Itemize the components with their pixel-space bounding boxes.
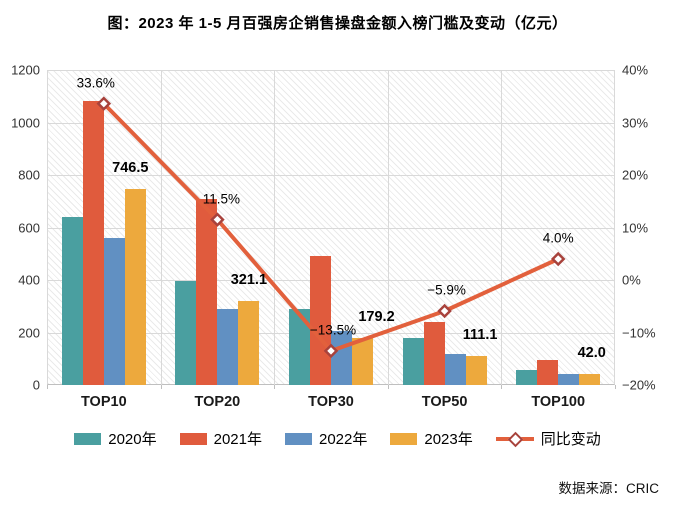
legend-item-同比变动: 同比变动 — [495, 428, 601, 449]
bar-2023年-TOP10 — [124, 189, 146, 385]
y-axis-right-tick: −10% — [622, 325, 656, 340]
bar-2022年-TOP30 — [331, 330, 352, 385]
legend-swatch-icon — [179, 432, 207, 445]
yoy-label-TOP50: −5.9% — [427, 282, 466, 298]
bar-2023年-TOP20 — [238, 300, 260, 385]
y-axis-left-tick: 600 — [18, 220, 40, 235]
yoy-label-TOP100: 4.0% — [542, 230, 574, 246]
bar-2021年-TOP20 — [196, 198, 218, 385]
bar-2022年-TOP100 — [558, 374, 580, 385]
value-label-TOP100: 42.0 — [577, 344, 606, 361]
bar-2023年-TOP30 — [352, 337, 373, 385]
v-gridline — [274, 70, 276, 385]
legend-label: 同比变动 — [540, 431, 601, 448]
chart-title: 图：2023 年 1-5 月百强房企销售操盘金额入榜门槛及变动（亿元） — [107, 15, 568, 32]
y-axis-left-tick: 0 — [32, 377, 40, 393]
y-axis-right-tick: −20% — [622, 377, 656, 393]
y-axis-left-tick: 1000 — [11, 115, 40, 130]
x-axis-tick-mark — [615, 385, 616, 389]
x-axis-tick-mark — [160, 385, 162, 389]
y-axis-right-tick: 40% — [622, 62, 649, 78]
yoy-label-TOP10: 33.6% — [76, 75, 115, 91]
y-axis-right-tick: 30% — [622, 115, 649, 130]
x-axis-category-label: TOP20 — [194, 394, 241, 410]
yoy-label-TOP30: −13.5% — [309, 322, 357, 338]
x-axis-tick-mark — [274, 385, 276, 389]
data-source: 数据来源：CRIC — [558, 481, 660, 496]
bar-2020年-TOP100 — [516, 369, 538, 385]
legend-item-2022年: 2022年 — [284, 428, 368, 449]
bar-2023年-TOP100 — [579, 373, 601, 385]
x-axis-category-label: TOP30 — [308, 394, 354, 410]
y-axis-right-tick: 10% — [622, 220, 649, 235]
legend-item-2021年: 2021年 — [179, 428, 262, 449]
y-axis-left-tick: 1200 — [11, 62, 40, 78]
bar-2020年-TOP10 — [61, 217, 83, 385]
legend-item-2020年: 2020年 — [74, 428, 157, 449]
bar-2021年-TOP30 — [310, 255, 331, 385]
h-gridline — [47, 122, 615, 124]
value-label-TOP30: 179.2 — [358, 308, 395, 325]
y-axis-right-tick: 0% — [622, 272, 641, 288]
legend-swatch-icon — [74, 432, 102, 445]
line-marker-icon — [495, 431, 534, 447]
value-label-TOP50: 111.1 — [462, 326, 498, 343]
v-gridline — [501, 70, 503, 385]
bar-2021年-TOP10 — [82, 100, 104, 385]
bar-2022年-TOP50 — [444, 353, 466, 385]
v-gridline — [387, 70, 389, 385]
bar-2022年-TOP10 — [103, 238, 125, 385]
bar-2022年-TOP20 — [217, 309, 239, 385]
value-label-TOP10: 746.5 — [112, 160, 149, 177]
legend: 2020年 2021年 2022年 2023年 同比变动 — [0, 428, 675, 449]
v-gridline — [160, 70, 162, 385]
legend-label: 2023年 — [424, 431, 473, 448]
x-axis-category-label: TOP10 — [80, 394, 127, 410]
x-axis-category-label: TOP50 — [421, 394, 468, 410]
legend-swatch-icon — [284, 432, 312, 445]
x-axis-category-label: TOP100 — [531, 394, 586, 410]
legend-swatch-icon — [390, 432, 418, 445]
x-axis-tick-mark — [47, 385, 48, 389]
legend-item-2023年: 2023年 — [390, 428, 473, 449]
bar-2020年-TOP30 — [289, 308, 310, 385]
legend-label: 2022年 — [318, 431, 368, 448]
x-axis-tick-mark — [387, 385, 389, 389]
y-axis-left-tick: 800 — [18, 167, 40, 183]
bar-2021年-TOP100 — [537, 359, 559, 385]
legend-label: 2021年 — [213, 431, 262, 448]
legend-diamond-icon — [507, 431, 524, 447]
bar-2021年-TOP50 — [423, 322, 445, 385]
value-label-TOP20: 321.1 — [230, 271, 268, 288]
legend-label: 2020年 — [108, 431, 157, 448]
yoy-label-TOP20: 11.5% — [202, 191, 241, 207]
y-axis-left-tick: 400 — [18, 272, 40, 288]
y-axis-left-tick: 200 — [18, 325, 40, 340]
bar-2020年-TOP20 — [175, 280, 197, 385]
bar-2023年-TOP50 — [465, 355, 487, 385]
bar-2020年-TOP50 — [402, 338, 424, 385]
x-axis-tick-mark — [501, 385, 503, 389]
y-axis-right-tick: 20% — [622, 167, 649, 183]
